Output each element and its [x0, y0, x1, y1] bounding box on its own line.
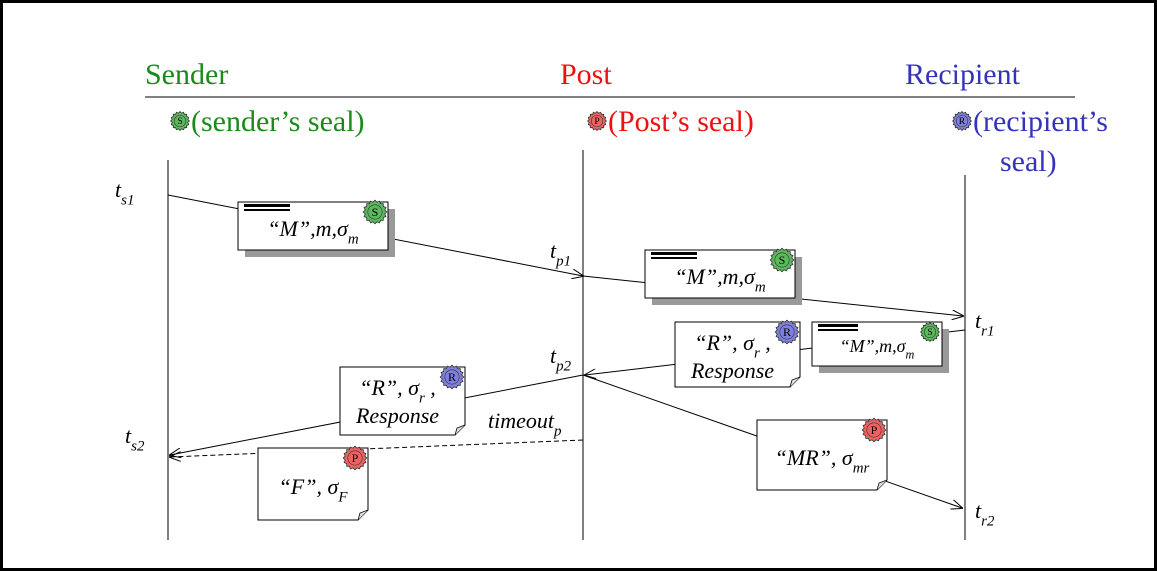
- text-part: “M”,m,σ: [840, 336, 907, 356]
- subscript: p: [553, 424, 562, 440]
- address-bar: [651, 252, 697, 255]
- seal: R: [775, 320, 799, 344]
- seal-letter: R: [448, 370, 456, 384]
- subscript: m: [348, 232, 359, 248]
- seal-caption: seal): [1000, 145, 1057, 178]
- seal-letter: R: [959, 116, 966, 127]
- address-bar: [244, 204, 290, 207]
- seal-letter: S: [372, 205, 379, 219]
- text-part: “MR”, σ: [775, 445, 854, 470]
- text-part: “M”,m,σ: [267, 216, 349, 241]
- address-bar: [244, 209, 290, 211]
- text-part: “F”, σ: [279, 474, 340, 499]
- text-part: “R”, σ: [359, 375, 420, 400]
- seal-letter: P: [871, 423, 878, 437]
- seal: P: [588, 112, 607, 131]
- message-text: Response: [690, 358, 774, 383]
- seal: S: [770, 248, 794, 272]
- lane-name: Recipient: [905, 58, 1021, 91]
- message-text: Response: [355, 403, 439, 428]
- subscript: s1: [121, 193, 134, 209]
- text-part: timeout: [488, 408, 555, 433]
- text-part: ,: [760, 330, 771, 355]
- seal: P: [343, 446, 367, 470]
- seal: S: [921, 323, 940, 342]
- subscript: r1: [981, 324, 994, 340]
- subscript: r2: [981, 514, 995, 530]
- subscript: m: [755, 280, 766, 296]
- subscript: mr: [853, 461, 870, 477]
- subscript: m: [906, 347, 915, 361]
- lane-name: Sender: [145, 58, 228, 91]
- lane-name: Post: [560, 58, 612, 91]
- seal: S: [171, 112, 190, 131]
- seal-letter: P: [594, 116, 599, 127]
- seal-caption: (Post’s seal): [608, 105, 754, 138]
- seal-letter: R: [783, 325, 791, 339]
- seal: R: [440, 365, 464, 389]
- subscript: F: [337, 490, 348, 506]
- subscript: s2: [131, 439, 145, 455]
- seal: S: [363, 200, 387, 224]
- address-bar: [818, 329, 858, 331]
- address-bar: [818, 324, 858, 327]
- seal: R: [953, 112, 972, 131]
- subscript: p2: [555, 359, 571, 375]
- seal-letter: S: [177, 116, 182, 127]
- seal-caption: (recipient’s: [973, 105, 1108, 138]
- seal-caption: (sender’s seal): [191, 105, 365, 138]
- subscript: p1: [555, 254, 571, 270]
- text-part: “M”,m,σ: [674, 264, 756, 289]
- diagram: Sender S (sender’s seal) Post P (Post’s seal)…: [0, 0, 1157, 571]
- seal-letter: S: [927, 327, 932, 338]
- text-part: “R”, σ: [694, 330, 755, 355]
- seal-letter: P: [352, 451, 359, 465]
- text-part: ,: [425, 375, 436, 400]
- seal: P: [862, 418, 886, 442]
- seal-letter: S: [779, 253, 786, 267]
- address-bar: [651, 257, 697, 259]
